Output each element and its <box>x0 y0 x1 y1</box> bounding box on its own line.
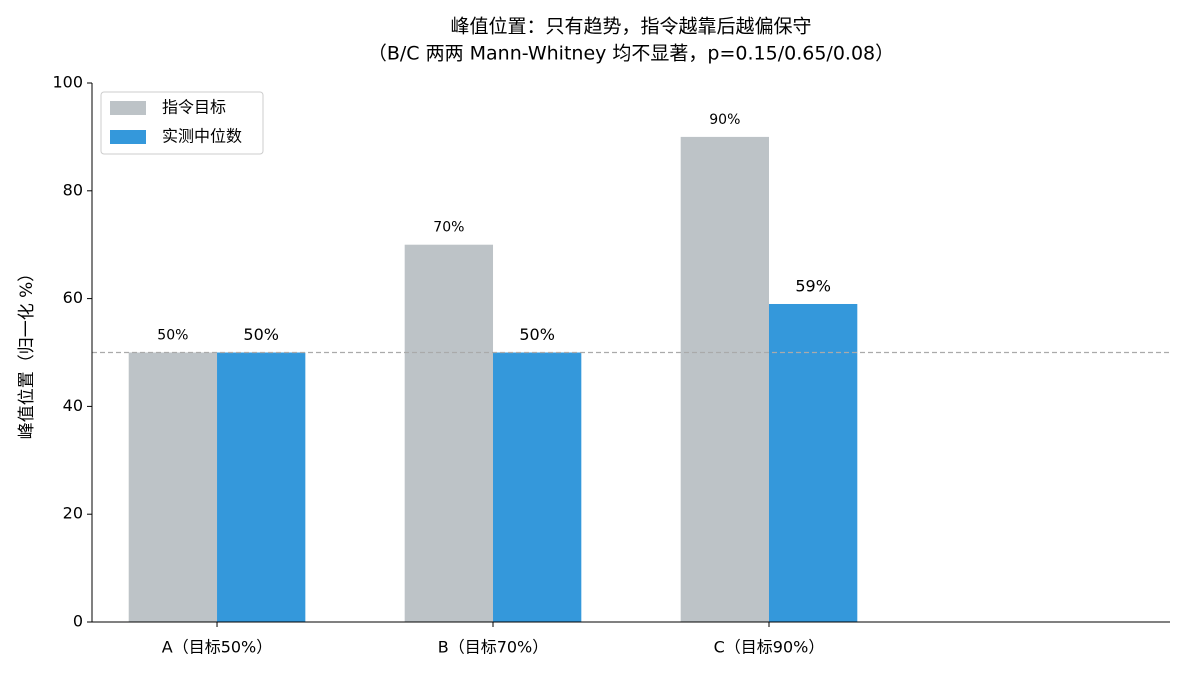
legend-swatch <box>110 101 146 115</box>
bar <box>217 352 306 622</box>
bar <box>128 352 218 622</box>
value-label: 50% <box>157 328 188 344</box>
legend-swatch <box>110 130 146 144</box>
value-label: 50% <box>519 325 555 344</box>
value-label: 59% <box>795 276 831 295</box>
value-label: 50% <box>243 325 279 344</box>
value-label: 70% <box>433 220 464 236</box>
x-tick-label: C（目标90%） <box>714 638 825 657</box>
x-tick-label: B（目标70%） <box>438 638 549 657</box>
y-tick-label: 0 <box>73 612 83 631</box>
value-label: 90% <box>709 112 740 128</box>
y-tick-label: 60 <box>63 288 83 307</box>
bar <box>404 244 494 622</box>
legend-label: 指令目标 <box>162 98 226 117</box>
y-axis-label: 峰值位置（归一化 %） <box>17 265 37 440</box>
y-tick-label: 40 <box>63 396 83 415</box>
chart-subtitle: （B/C 两两 Mann-Whitney 均不显著，p=0.15/0.65/0.… <box>368 43 894 65</box>
y-tick-label: 20 <box>63 504 83 523</box>
bar <box>680 136 769 622</box>
bar <box>493 352 582 622</box>
y-tick-label: 80 <box>63 180 83 199</box>
chart-title: 峰值位置：只有趋势，指令越靠后越偏保守 <box>450 16 811 38</box>
legend-label: 实测中位数 <box>162 127 242 146</box>
x-tick-label: A（目标50%） <box>162 638 273 657</box>
bar <box>768 303 858 622</box>
y-tick-label: 100 <box>52 73 83 92</box>
